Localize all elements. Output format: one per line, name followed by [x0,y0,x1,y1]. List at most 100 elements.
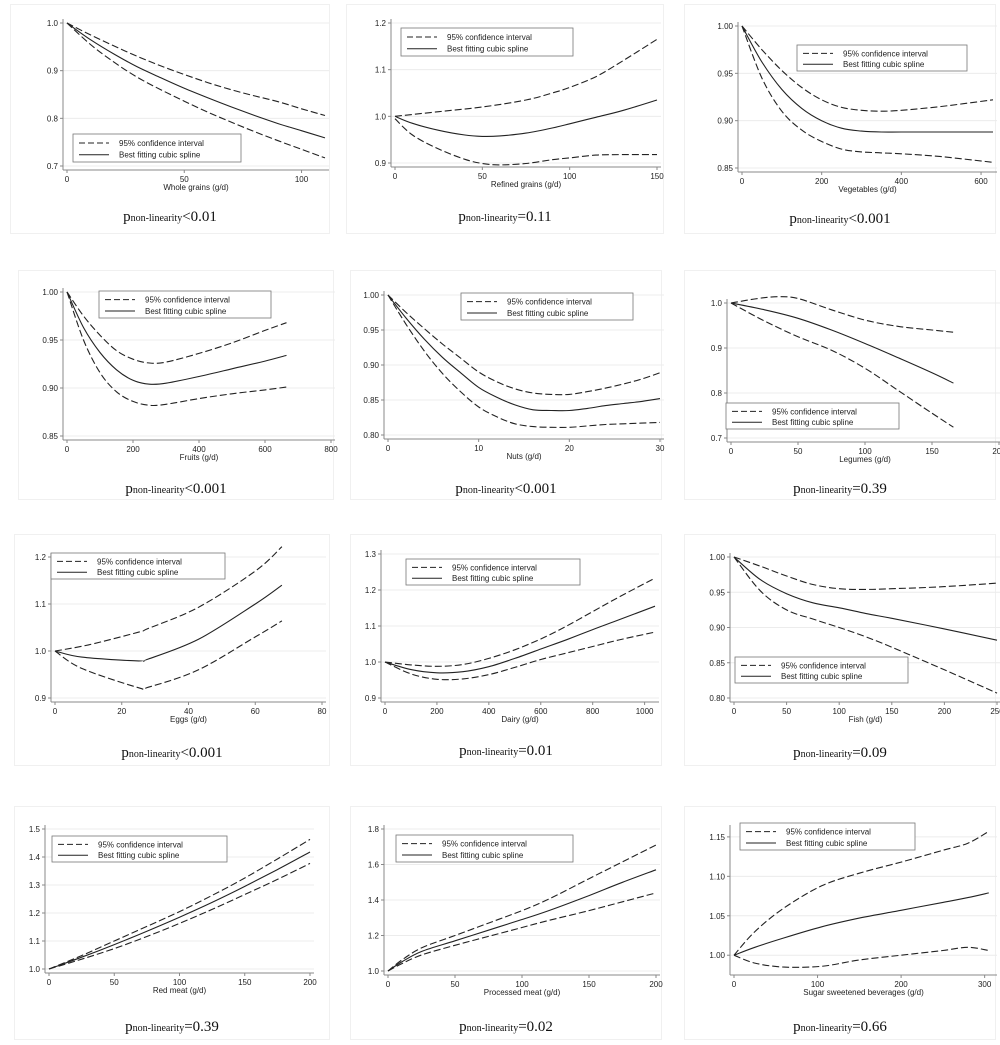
legend-box [739,822,916,851]
y-tick-label: 0.9 [35,694,47,703]
spline-chart: 0.85 0.90 0.95 1.00 0 200 400 600 800 Fruits (g/d… [42,288,338,462]
p-nonlinearity-label: pnon-linearity<0.001 [19,481,333,498]
ci-line [741,25,994,163]
legend: 95% confidence interval Best fitting cubi… [460,292,634,321]
x-tick-label: 50 [180,175,189,184]
x-tick-label: 100 [858,447,872,456]
x-axis-title: Fish (g/d) [849,715,883,724]
ci-line [730,302,954,428]
legend-label-ci: 95% confidence interval [452,563,537,572]
spline-line [394,99,658,138]
x-tick-label: 150 [650,172,664,181]
spline-line [66,22,326,139]
y-tick-label: 0.9 [711,344,723,353]
legend-box [400,27,574,57]
spline-line [48,851,311,970]
ci-line [387,294,661,428]
chart-panel: 0.85 0.90 0.95 1.00 0 200 400 600 Vegetables (g/… [684,4,997,234]
chart-panel: 1.0 1.2 1.4 1.6 1.8 0 50 100 150 200 Processed mea… [350,806,663,1040]
y-tick-label: 0.7 [711,434,723,443]
legend: 95% confidence interval Best fitting cubi… [400,27,574,57]
ci-line [48,838,311,970]
x-tick-label: 200 [303,978,317,987]
x-tick-label: 0 [386,444,391,453]
p-nonlinearity-label: pnon-linearity=0.01 [351,743,661,760]
legend-box [395,834,574,863]
p-subscript: non-linearity [462,485,515,496]
ci-line [54,620,283,691]
x-tick-label: 0 [732,980,737,989]
legend: 95% confidence interval Best fitting cubi… [72,133,242,163]
x-tick-label: 200 [649,980,663,989]
x-tick-label: 200 [430,707,444,716]
legend-box [98,290,272,319]
x-tick-label: 50 [782,707,791,716]
spline-line [733,556,998,641]
ci-line [66,291,287,364]
y-tick-label: 1.0 [375,112,387,121]
y-tick-label: 0.85 [717,164,733,173]
x-axis-title: Vegetables (g/d) [838,185,897,194]
x-tick-label: 0 [65,175,70,184]
ci-line [394,38,658,117]
legend-label-ci: 95% confidence interval [97,557,182,566]
p-symbol: p [458,209,466,225]
chart-panel: 0.9 1.0 1.1 1.2 0 20 40 60 80 Eggs (g/d) 95% confi… [14,534,330,766]
x-tick-label: 50 [794,447,803,456]
spline-chart: 0.85 0.90 0.95 1.00 0 200 400 600 Vegetables (g/… [717,22,997,194]
y-tick-label: 1.5 [29,825,41,834]
legend-label-ci: 95% confidence interval [145,296,230,305]
p-subscript: non-linearity [800,485,853,496]
legend: 95% confidence interval Best fitting cubi… [405,558,581,586]
ci-line [384,631,656,681]
p-nonlinearity-label: pnon-linearity<0.01 [11,209,329,226]
chart-panel: 0.80 0.85 0.90 0.95 1.00 0 10 20 30 Nuts (g/d) 95%… [350,270,665,500]
p-subscript: non-linearity [128,749,181,760]
p-symbol: p [123,209,131,225]
x-tick-label: 400 [482,707,496,716]
ci-line [387,844,657,972]
chart-panel: 1.00 1.05 1.10 1.15 0 100 200 300 Sugar sweetene… [684,806,997,1040]
x-tick-label: 150 [238,978,252,987]
chart-panel: 0.9 1.0 1.1 1.2 1.3 0 200 400 600 800 1000 Dairy (g… [350,534,662,766]
y-tick-label: 1.4 [29,853,41,862]
spline-chart: 0.9 1.0 1.1 1.2 0 50 100 150 Refined grains (g/d… [375,19,664,189]
y-tick-label: 1.0 [365,658,377,667]
x-tick-label: 150 [925,447,939,456]
legend-label-spline: Best fitting cubic spline [781,672,863,681]
y-tick-label: 0.80 [363,431,379,440]
p-subscript: non-linearity [466,1023,519,1034]
p-value: =0.39 [184,1019,219,1035]
y-tick-label: 1.6 [368,861,380,870]
chart-panel: 0.80 0.85 0.90 0.95 1.00 0 50 100 150 200 250 Fish … [684,534,1000,766]
legend-label-spline: Best fitting cubic spline [452,574,534,583]
y-tick-label: 0.90 [709,624,725,633]
p-symbol: p [793,745,801,761]
spline-line [387,869,657,972]
legend-box [405,558,581,586]
y-tick-label: 1.0 [35,647,47,656]
y-tick-label: 1.00 [363,291,379,300]
x-tick-label: 50 [110,978,119,987]
ci-line [733,556,998,694]
p-value: <0.01 [182,209,217,225]
legend-label-spline: Best fitting cubic spline [507,309,589,318]
y-tick-label: 1.3 [365,550,377,559]
x-tick-label: 0 [740,177,745,186]
legend-box [796,44,968,72]
chart-panel: 0.7 0.8 0.9 1.0 0 50 100 150 200 Legumes (g/d) 95%… [684,270,1000,500]
chart-panel: 0.9 1.0 1.1 1.2 0 50 100 150 Refined grains (g/d… [346,4,664,234]
x-tick-label: 100 [833,707,847,716]
x-tick-label: 60 [251,707,260,716]
y-tick-label: 1.1 [365,622,377,631]
spline-line [66,291,287,385]
legend-label-ci: 95% confidence interval [786,828,871,837]
x-tick-label: 800 [586,707,600,716]
x-tick-label: 100 [811,980,825,989]
x-tick-label: 200 [938,707,952,716]
p-subscript: non-linearity [796,215,849,226]
p-subscript: non-linearity [132,1023,185,1034]
x-tick-label: 50 [478,172,487,181]
y-tick-label: 1.0 [29,965,41,974]
legend: 95% confidence interval Best fitting cubi… [98,290,272,319]
